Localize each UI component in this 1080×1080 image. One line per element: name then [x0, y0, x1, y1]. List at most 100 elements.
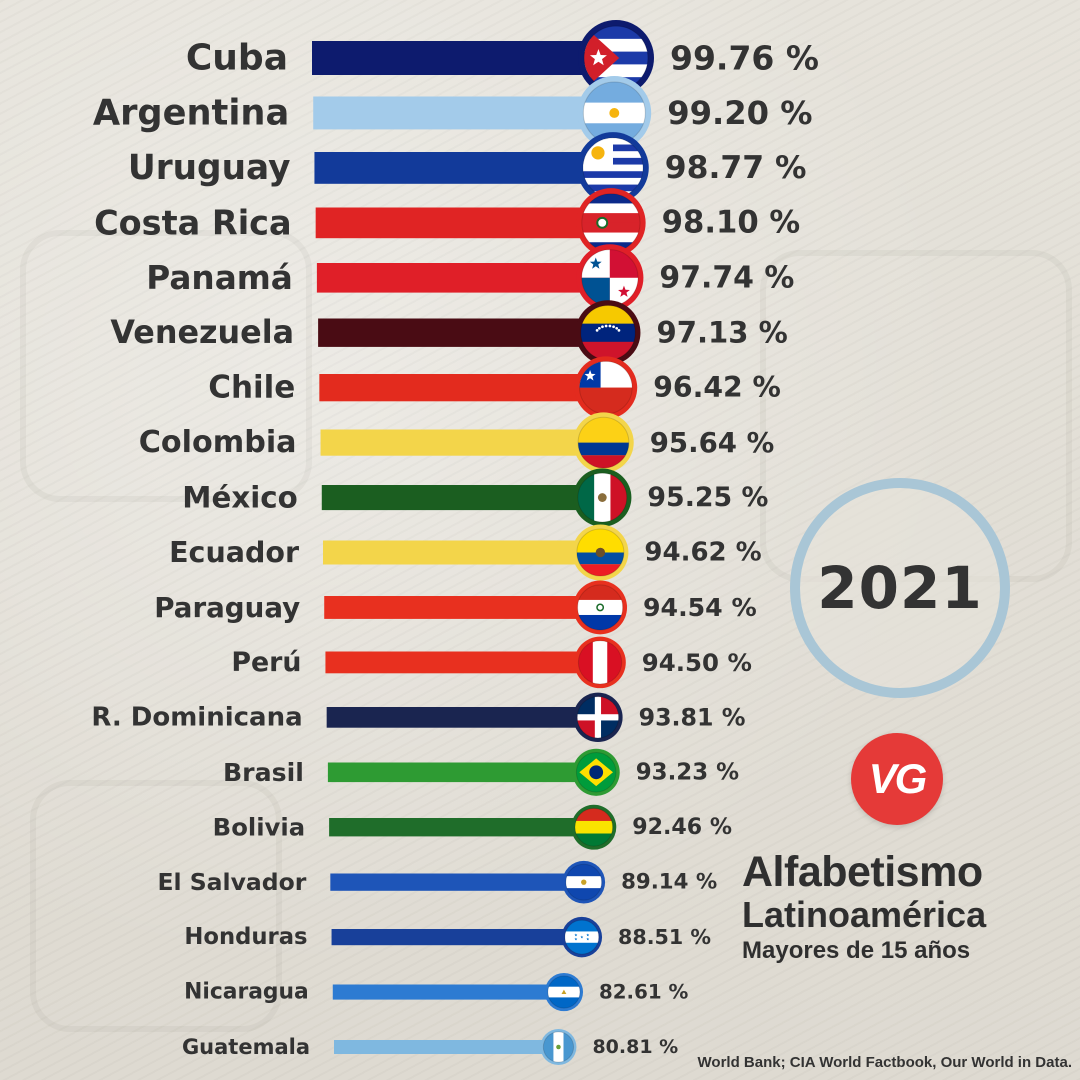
- bar: [320, 429, 604, 456]
- bar: [324, 596, 601, 619]
- bar-group-15: El Salvador 89.14 %: [157, 860, 717, 904]
- value-label: 88.51 %: [618, 925, 711, 949]
- value-label: 92.46 %: [632, 814, 732, 840]
- bar: [323, 540, 601, 565]
- value-label: 95.64 %: [650, 426, 775, 459]
- bar: [314, 152, 613, 184]
- bar-group-6: Chile 96.42 %: [208, 356, 781, 419]
- bar: [332, 984, 564, 1000]
- bar: [312, 41, 616, 75]
- value-label: 97.74 %: [659, 260, 794, 295]
- guatemala-flag-icon: [543, 1031, 574, 1063]
- year-label: 2021: [817, 554, 983, 622]
- country-label: El Salvador: [157, 868, 306, 896]
- bar: [315, 207, 611, 239]
- bar-group-11: Perú 94.50 %: [231, 636, 752, 689]
- country-label: Costa Rica: [94, 203, 292, 242]
- country-label: Ecuador: [169, 536, 299, 569]
- country-label: Brasil: [223, 758, 304, 787]
- source-note: World Bank; CIA World Factbook, Our Worl…: [697, 1054, 1072, 1071]
- country-label: Uruguay: [128, 148, 291, 188]
- bar-group-1: Argentina 99.20 %: [93, 76, 812, 150]
- country-label: Panamá: [146, 259, 293, 297]
- country-label: Guatemala: [182, 1035, 310, 1059]
- paraguay-flag-icon: [577, 584, 623, 631]
- bar: [326, 707, 598, 728]
- brazil-flag-icon: [576, 752, 616, 793]
- honduras-flag-icon: [564, 920, 599, 955]
- value-label: 98.10 %: [662, 205, 801, 240]
- background-map-shape: [30, 780, 282, 1032]
- bar-group-18: Guatemala 80.81 %: [182, 1029, 678, 1065]
- bar: [321, 485, 603, 511]
- country-label: Paraguay: [154, 591, 300, 624]
- background-map-shape: [20, 230, 312, 502]
- value-label: 99.20 %: [667, 94, 812, 132]
- bar: [325, 651, 601, 674]
- country-label: Cuba: [186, 38, 288, 79]
- bar: [329, 818, 594, 837]
- country-label: Argentina: [93, 92, 289, 133]
- country-label: Chile: [208, 370, 295, 406]
- value-label: 94.54 %: [643, 593, 757, 622]
- bar-group-2: Uruguay 98.77 %: [128, 132, 807, 204]
- bar-group-5: Venezuela 97.13 %: [110, 300, 788, 366]
- country-label: México: [182, 481, 297, 515]
- mexico-flag-icon: [577, 473, 627, 523]
- value-label: 94.62 %: [644, 538, 761, 568]
- chart-subtitle: Mayores de 15 años: [742, 937, 971, 964]
- country-label: Perú: [231, 647, 301, 678]
- bar-group-8: México 95.25 %: [182, 468, 768, 527]
- bar: [330, 873, 584, 891]
- bar-group-3: Costa Rica 98.10 %: [94, 188, 801, 258]
- value-label: 96.42 %: [653, 371, 781, 404]
- value-label: 95.25 %: [647, 482, 768, 513]
- bar-group-13: Brasil 93.23 %: [223, 748, 739, 796]
- bar: [334, 1040, 559, 1054]
- country-label: Venezuela: [110, 314, 294, 351]
- value-label: 82.61 %: [599, 981, 688, 1004]
- value-label: 93.23 %: [636, 759, 739, 785]
- logo-text: VG: [868, 755, 928, 802]
- vg-logo: VG: [851, 733, 943, 825]
- ecuador-flag-icon: [576, 528, 624, 577]
- value-label: 99.76 %: [670, 39, 819, 78]
- bar: [319, 374, 606, 402]
- chart-title-line2: Latinoamérica: [742, 894, 987, 935]
- value-label: 93.81 %: [639, 703, 746, 731]
- peru-flag-icon: [578, 640, 622, 685]
- value-label: 89.14 %: [621, 870, 717, 895]
- country-label: Honduras: [184, 924, 307, 950]
- bar: [327, 762, 597, 783]
- bar: [313, 96, 615, 130]
- bar-group-9: Ecuador 94.62 %: [169, 524, 762, 581]
- bar-group-7: Colombia 95.64 %: [139, 412, 775, 473]
- bar-group-14: Bolivia 92.46 %: [213, 804, 732, 850]
- country-label: Colombia: [139, 425, 297, 460]
- bar: [316, 263, 610, 293]
- country-label: Bolivia: [213, 813, 305, 842]
- bar-group-0: Cuba 99.76 %: [186, 20, 819, 96]
- bolivia-flag-icon: [574, 808, 613, 847]
- country-label: Nicaragua: [184, 980, 309, 1005]
- nicaragua-flag-icon: [547, 976, 580, 1009]
- bar: [318, 318, 609, 347]
- value-label: 98.77 %: [665, 150, 807, 186]
- bar-group-12: R. Dominicana 93.81 %: [91, 692, 746, 742]
- bars-layer: Cuba 99.76 % Argentina 99.20 % Uruguay 98.77 …: [91, 20, 819, 1065]
- title-block: Alfabetismo Latinoamérica Mayores de 15 …: [742, 848, 1062, 968]
- el-salvador-flag-icon: [565, 864, 602, 901]
- value-label: 80.81 %: [592, 1036, 678, 1058]
- year-badge: 2021: [790, 478, 1010, 698]
- bar-group-10: Paraguay 94.54 %: [154, 580, 757, 635]
- venezuela-flag-icon: [580, 305, 636, 360]
- bar-group-16: Honduras 88.51 %: [184, 916, 711, 958]
- country-label: R. Dominicana: [91, 702, 302, 732]
- bar: [331, 929, 582, 946]
- value-label: 94.50 %: [642, 648, 752, 677]
- uruguay-flag-icon: [582, 137, 644, 198]
- bar-group-17: Nicaragua 82.61 %: [184, 972, 688, 1012]
- chart-title-line1: Alfabetismo: [742, 848, 983, 896]
- dominican-republic-flag-icon: [577, 696, 619, 739]
